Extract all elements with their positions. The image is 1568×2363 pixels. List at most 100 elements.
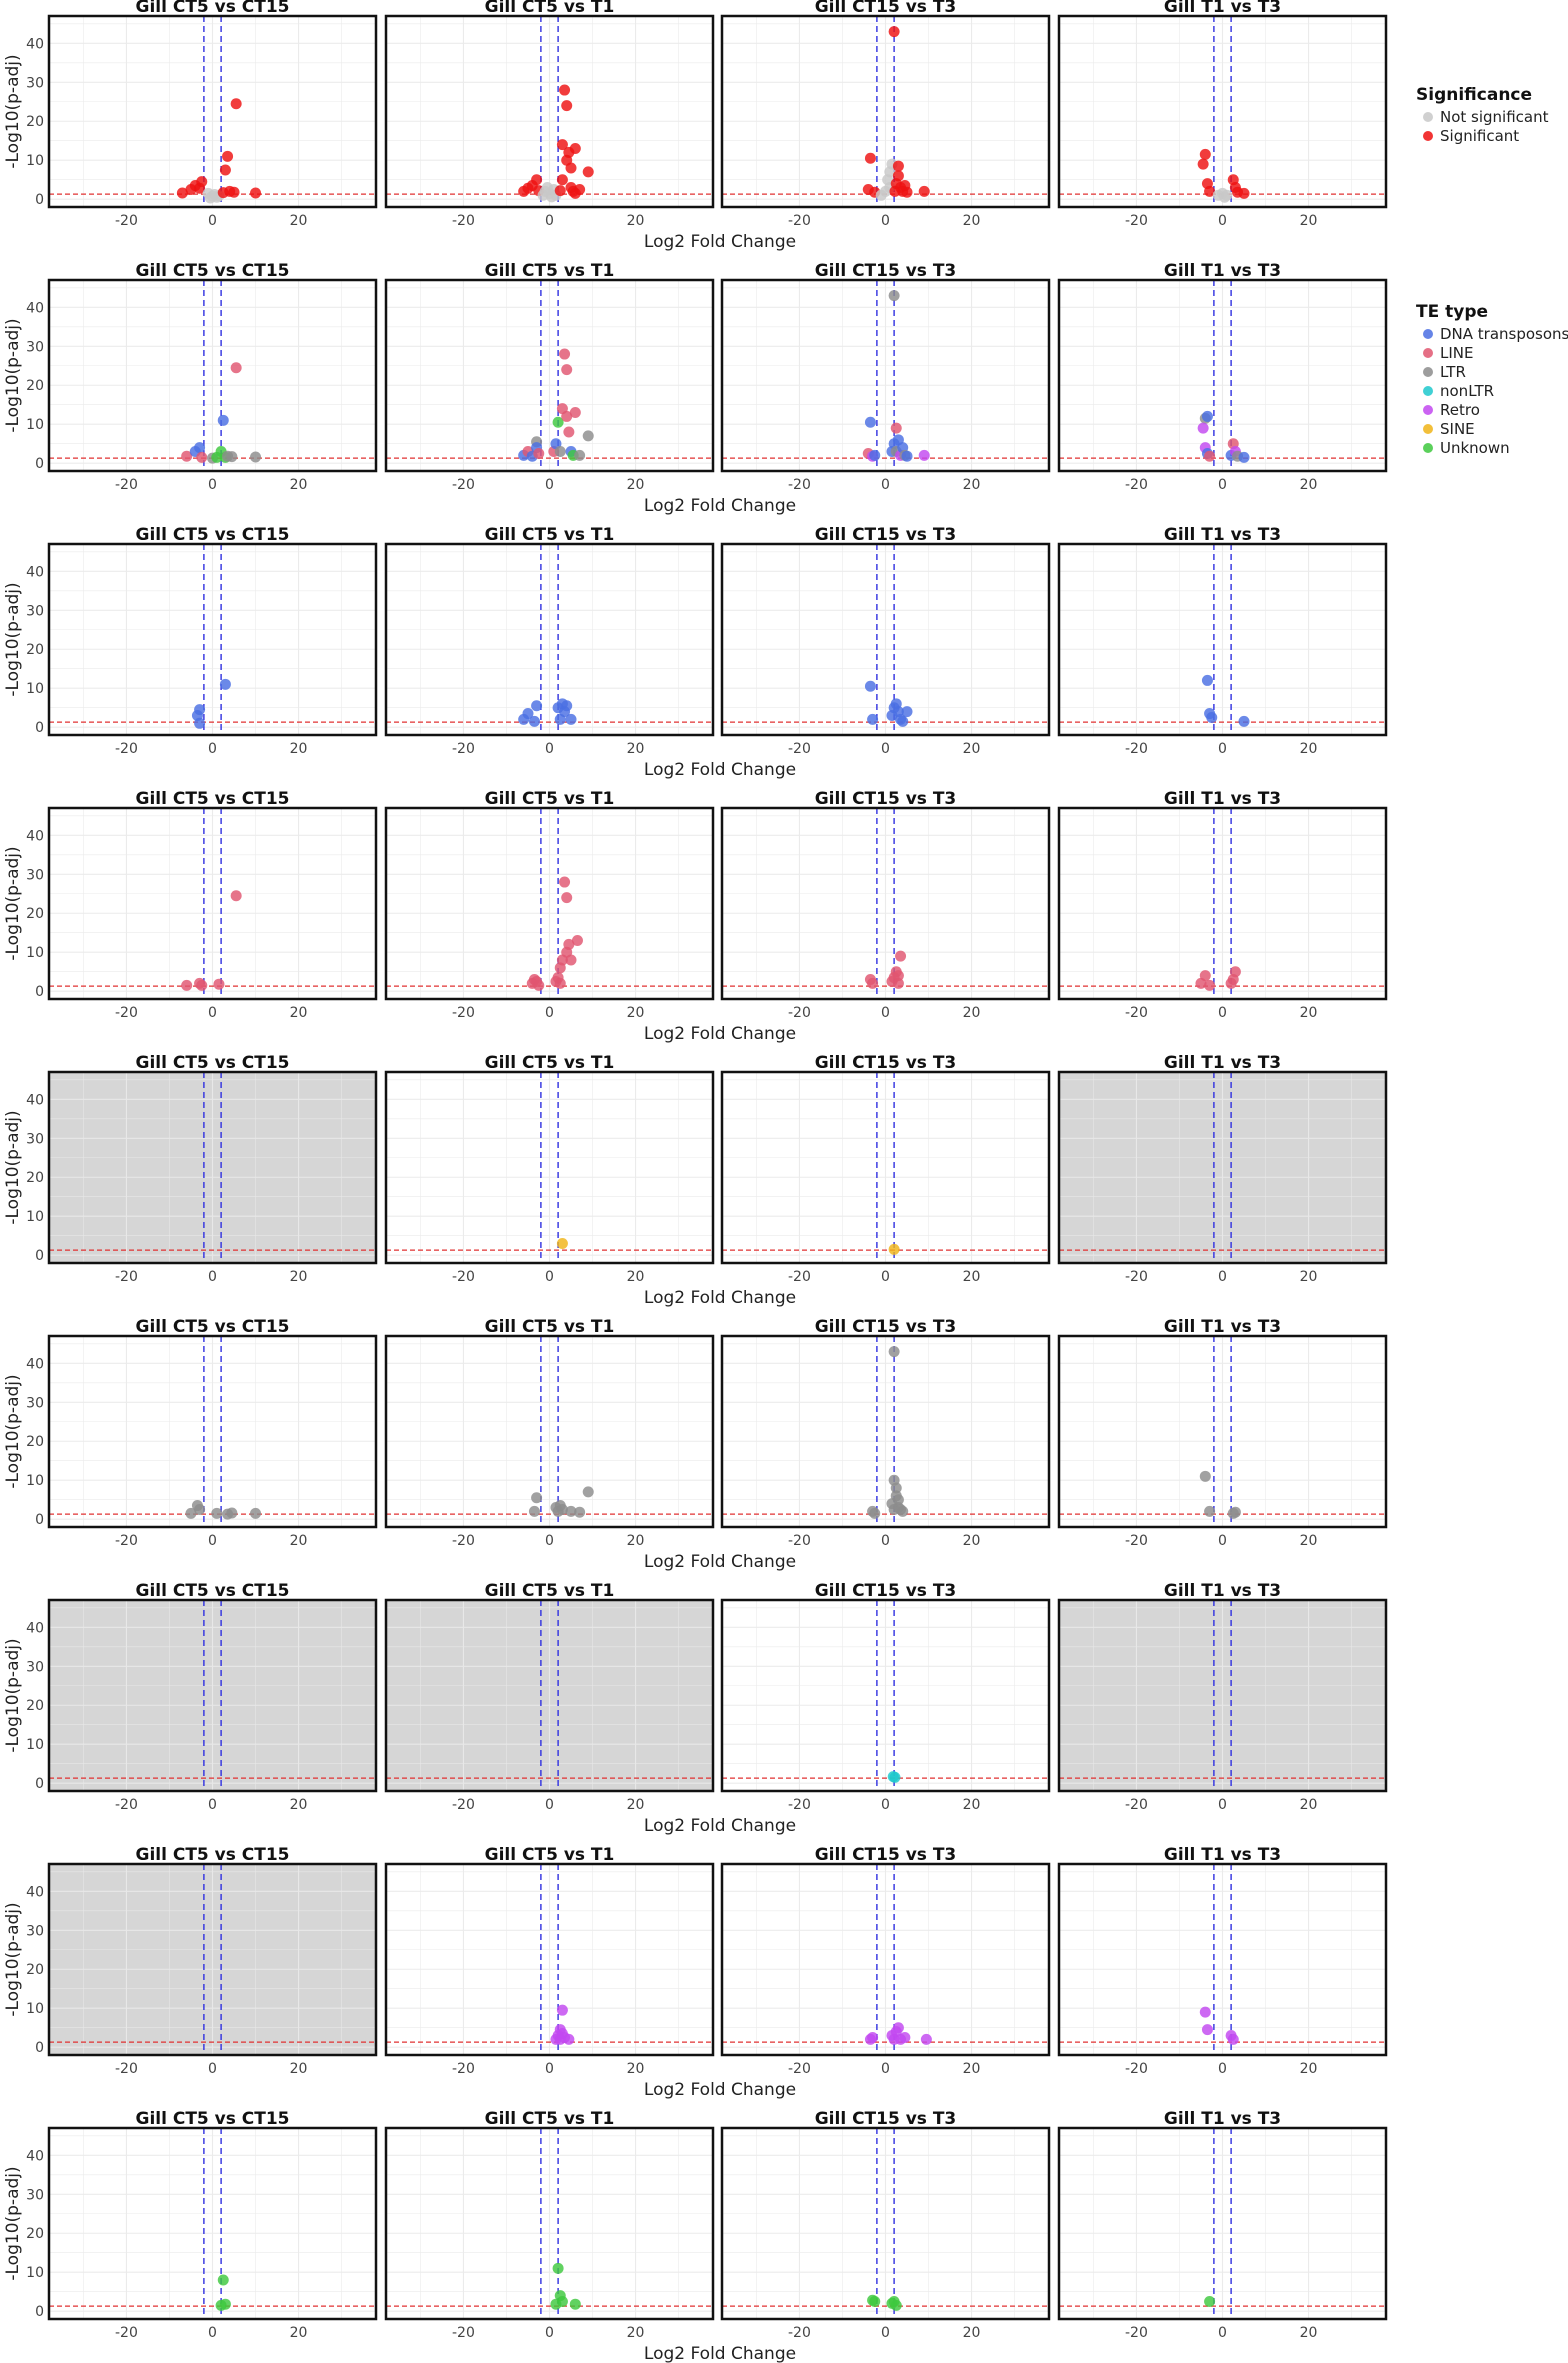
panel-border xyxy=(47,14,378,209)
x-tick-label: 0 xyxy=(545,741,554,757)
gridlines xyxy=(49,1336,376,1527)
data-point xyxy=(864,680,876,692)
data-point xyxy=(217,2274,229,2286)
data-point xyxy=(196,979,208,991)
x-tick-label: 20 xyxy=(627,1797,645,1813)
panel: Gill T1 vs T3 -20 0 20 xyxy=(1057,525,1388,757)
x-tick-label: 20 xyxy=(1300,213,1318,229)
y-tick-label: 20 xyxy=(26,114,44,130)
data-points xyxy=(887,1771,901,1783)
panel-title: Gill CT15 vs T3 xyxy=(815,2109,957,2129)
panel-border xyxy=(47,1070,378,1265)
x-tick-label: 0 xyxy=(881,2325,890,2341)
panel: Gill CT5 vs CT15 -20 0 20 xyxy=(47,261,378,493)
x-tick-label: -20 xyxy=(788,213,811,229)
x-tick-label: 20 xyxy=(963,1797,981,1813)
data-point xyxy=(1201,410,1213,422)
data-point xyxy=(574,183,586,195)
data-points xyxy=(864,680,913,727)
data-point xyxy=(250,451,262,463)
x-tick-label: 20 xyxy=(963,741,981,757)
gridlines xyxy=(1059,2128,1386,2319)
data-points xyxy=(1204,2295,1216,2307)
data-point xyxy=(194,1503,206,1515)
x-tick-label: 0 xyxy=(1218,1533,1227,1549)
data-point xyxy=(895,950,907,962)
panel-title: Gill CT5 vs T1 xyxy=(485,789,615,809)
panel-title: Gill T1 vs T3 xyxy=(1164,261,1281,281)
legend-key xyxy=(1423,367,1433,377)
data-point xyxy=(867,977,879,989)
panel-border xyxy=(720,542,1051,737)
data-point xyxy=(1199,1470,1211,1482)
data-points xyxy=(528,1486,594,1518)
panel-border xyxy=(720,278,1051,473)
x-tick-label: 20 xyxy=(290,477,308,493)
x-tick-label: 20 xyxy=(627,213,645,229)
x-tick-label: 0 xyxy=(545,1269,554,1285)
y-tick-label: 0 xyxy=(35,2304,44,2320)
x-tick-label: 0 xyxy=(1218,1797,1227,1813)
panel: Gill CT5 vs CT15 -20 0 20 xyxy=(47,789,378,1021)
x-tick-label: 0 xyxy=(545,213,554,229)
y-tick-label: 40 xyxy=(26,36,44,52)
panel-title: Gill CT15 vs T3 xyxy=(815,1845,957,1865)
data-point xyxy=(559,348,571,360)
x-axis-label: Log2 Fold Change xyxy=(644,1552,796,1572)
data-point xyxy=(1199,2006,1211,2018)
panel-title: Gill CT5 vs CT15 xyxy=(135,261,289,281)
data-points xyxy=(862,26,930,201)
data-point xyxy=(561,364,573,376)
panel-title: Gill CT5 vs CT15 xyxy=(135,789,289,809)
x-tick-label: 0 xyxy=(1218,1005,1227,1021)
facet-row-4: -Log10(p-adj) 0 10 20 30 40 Log2 Fold Change Gi… xyxy=(3,789,1388,1044)
y-tick-label: 0 xyxy=(35,1512,44,1528)
gridlines xyxy=(1059,544,1386,735)
y-tick-label: 0 xyxy=(35,1776,44,1792)
legend-key xyxy=(1423,131,1433,141)
panel-border xyxy=(384,278,715,473)
data-point xyxy=(920,2033,932,2045)
gridlines xyxy=(386,2128,713,2319)
panel-title: Gill CT15 vs T3 xyxy=(815,1053,957,1073)
panel-border xyxy=(47,1862,378,2057)
gridlines xyxy=(722,1600,1049,1791)
x-tick-label: 0 xyxy=(208,1533,217,1549)
panel-border xyxy=(47,1598,378,1793)
x-axis-label: Log2 Fold Change xyxy=(644,1024,796,1044)
y-tick-label: 30 xyxy=(26,339,44,355)
data-points xyxy=(176,98,262,204)
panel-border xyxy=(1057,1070,1388,1265)
data-point xyxy=(204,192,216,204)
y-axis-label: -Log10(p-adj) xyxy=(3,1110,23,1224)
x-tick-label: 20 xyxy=(1300,2325,1318,2341)
y-tick-label: 0 xyxy=(35,456,44,472)
x-tick-label: -20 xyxy=(1125,1797,1148,1813)
y-tick-label: 10 xyxy=(26,1473,44,1489)
gridlines xyxy=(386,1864,713,2055)
y-tick-label: 10 xyxy=(26,681,44,697)
panel-title: Gill CT15 vs T3 xyxy=(815,789,957,809)
x-tick-label: -20 xyxy=(1125,1005,1148,1021)
x-tick-label: 20 xyxy=(963,477,981,493)
panel-title: Gill T1 vs T3 xyxy=(1164,1581,1281,1601)
x-tick-label: 20 xyxy=(290,1005,308,1021)
legend-label: DNA transposons xyxy=(1440,325,1568,343)
x-axis-label: Log2 Fold Change xyxy=(644,1816,796,1836)
data-point xyxy=(918,449,930,461)
data-point xyxy=(867,713,879,725)
panel: Gill CT15 vs T3 -20 0 20 xyxy=(720,525,1051,757)
x-tick-label: 20 xyxy=(627,2061,645,2077)
data-point xyxy=(533,447,545,459)
y-tick-label: 30 xyxy=(26,1923,44,1939)
gridlines xyxy=(1059,1600,1386,1791)
y-axis-label: -Log10(p-adj) xyxy=(3,1638,23,1752)
data-point xyxy=(194,717,206,729)
x-tick-label: -20 xyxy=(788,1005,811,1021)
panel-border xyxy=(720,1334,1051,1529)
data-point xyxy=(185,1507,197,1519)
x-tick-label: -20 xyxy=(115,2061,138,2077)
data-point xyxy=(1204,2295,1216,2307)
data-point xyxy=(556,139,568,151)
x-tick-label: 20 xyxy=(290,2061,308,2077)
